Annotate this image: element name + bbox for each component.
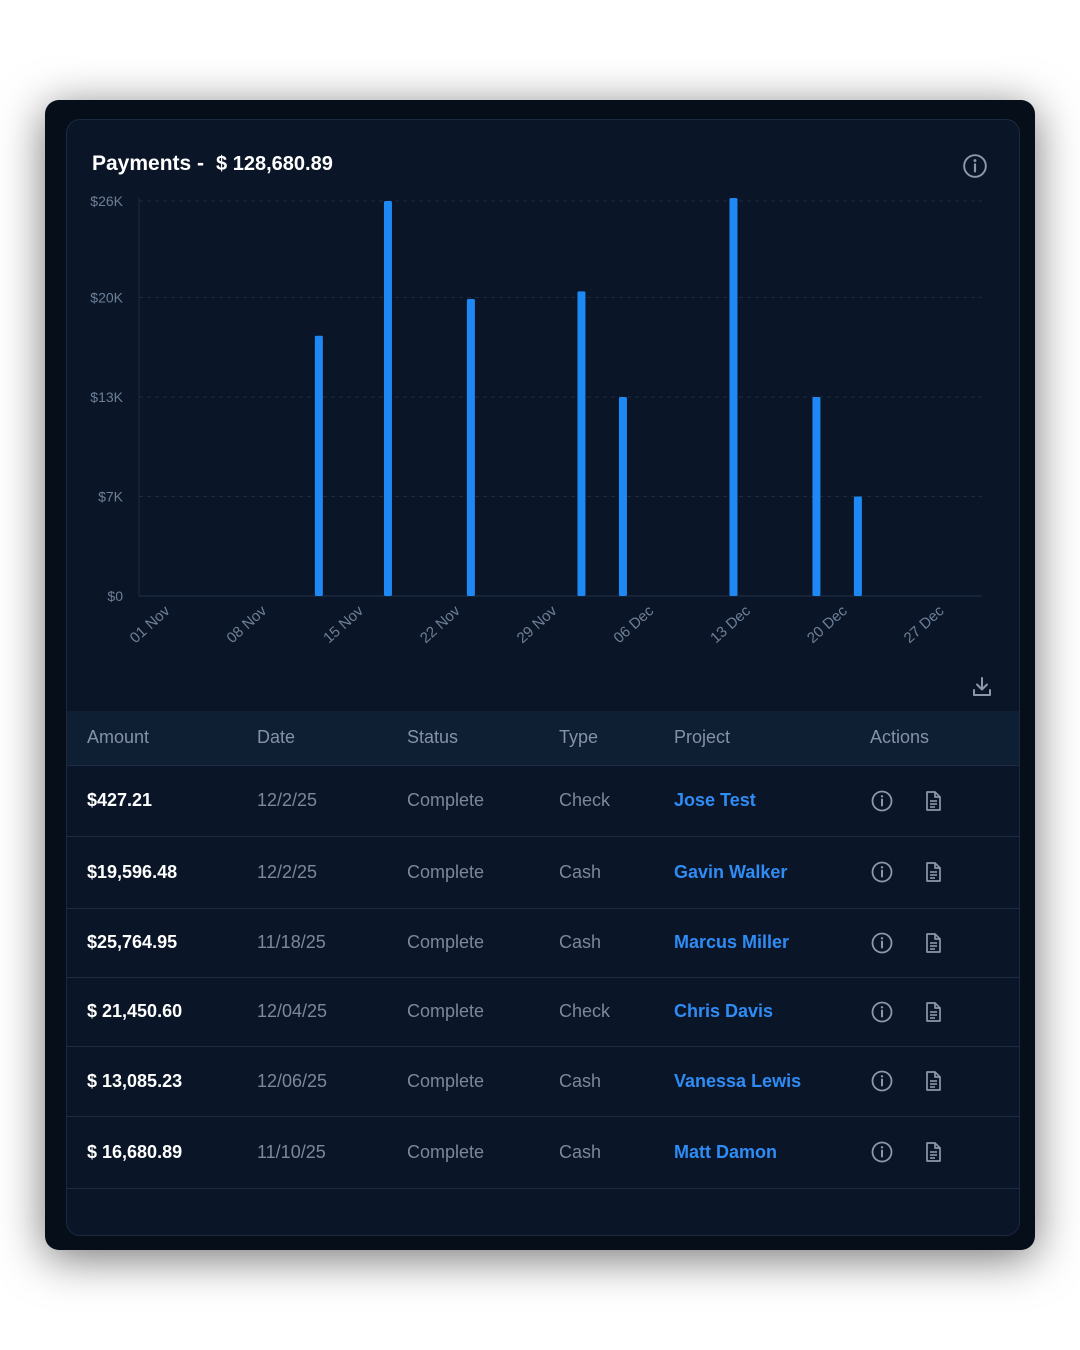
x-tick-label: 01 Nov — [127, 602, 174, 647]
x-tick-label: 29 Nov — [514, 602, 561, 647]
type-cell: Cash — [559, 1070, 602, 1091]
project-link[interactable]: Matt Damon — [674, 1141, 777, 1162]
status-cell: Complete — [407, 1141, 485, 1162]
info-circle-icon[interactable] — [870, 1000, 894, 1024]
status-cell: Complete — [407, 790, 485, 810]
y-tick-label: $0 — [107, 588, 123, 604]
column-header-amount[interactable]: Amount — [67, 711, 237, 766]
document-icon[interactable] — [921, 1140, 945, 1164]
chart-bar[interactable] — [618, 397, 627, 596]
y-tick-label: $26K — [90, 193, 123, 209]
date-cell: 12/2/25 — [257, 861, 318, 882]
amount-cell: $427.21 — [87, 790, 153, 810]
project-cell: Gavin Walker — [654, 836, 850, 908]
x-tick-label: 20 Dec — [804, 602, 851, 647]
actions-cell — [850, 1046, 1019, 1116]
y-tick-label: $7K — [98, 489, 124, 505]
document-icon[interactable] — [921, 1000, 945, 1024]
info-circle-icon[interactable] — [870, 1140, 894, 1164]
column-header-date[interactable]: Date — [237, 711, 387, 766]
document-icon[interactable] — [921, 931, 945, 955]
table-row[interactable]: $19,596.48 12/2/25 Complete Cash Gavin Walke… — [67, 836, 1019, 908]
type-cell: Cash — [559, 932, 602, 952]
amount-cell: $19,596.48 — [87, 861, 178, 882]
amount-cell: $25,764.95 — [87, 932, 178, 952]
status-cell: Complete — [407, 932, 485, 952]
project-link[interactable]: Jose Test — [674, 790, 756, 810]
chart-bar[interactable] — [383, 201, 392, 597]
payments-bar-chart: $0 $7K $13K $20K $26K 01 Nov 08 Nov 15 Nov 22 No… — [90, 193, 982, 647]
payments-title: Payments - — [92, 152, 205, 175]
info-circle-icon[interactable] — [870, 789, 894, 813]
date-cell: 11/10/25 — [257, 1141, 326, 1162]
project-cell: Matt Damon — [654, 1116, 850, 1188]
column-header-status[interactable]: Status — [387, 711, 539, 766]
actions-cell — [850, 908, 1019, 977]
payments-card: Payments - $ 128,680.89 $0 $7K $13K $20K $26… — [66, 119, 1020, 1236]
chart-bar[interactable] — [314, 335, 323, 596]
table-row[interactable]: $427.21 12/2/25 Complete Check Jose Test — [67, 765, 1019, 836]
card-header: Payments - $ 128,680.89 — [92, 148, 994, 180]
x-tick-label: 27 Dec — [901, 602, 948, 647]
date-cell: 12/2/25 — [257, 790, 318, 810]
amount-cell: $ 13,085.23 — [87, 1070, 183, 1091]
y-tick-label: $13K — [90, 389, 123, 405]
payments-table: Amount Date Status Type Project Actions … — [67, 711, 1019, 1189]
actions-cell — [850, 836, 1019, 908]
table-row[interactable]: $ 13,085.23 12/06/25 Complete Cash Vanessa L… — [67, 1046, 1019, 1116]
table-row[interactable]: $ 21,450.60 12/04/25 Complete Check Chris Da… — [67, 977, 1019, 1046]
document-icon[interactable] — [921, 1069, 945, 1093]
chart-bar[interactable] — [853, 496, 862, 597]
payments-total: $ 128,680.89 — [216, 152, 333, 175]
chart-bar[interactable] — [466, 299, 475, 596]
amount-cell: $ 21,450.60 — [87, 1001, 183, 1021]
project-link[interactable]: Chris Davis — [674, 1001, 774, 1021]
date-cell: 11/18/25 — [257, 932, 326, 952]
column-header-type[interactable]: Type — [539, 711, 654, 766]
table-header-row: Amount Date Status Type Project Actions — [67, 711, 1019, 766]
project-link[interactable]: Vanessa Lewis — [674, 1070, 802, 1091]
x-tick-label: 13 Dec — [707, 602, 754, 647]
download-icon[interactable] — [970, 675, 994, 699]
x-tick-label: 22 Nov — [417, 602, 464, 647]
chart-bar[interactable] — [577, 291, 586, 596]
document-icon[interactable] — [921, 860, 945, 884]
date-cell: 12/04/25 — [257, 1001, 328, 1021]
table-row[interactable]: $25,764.95 11/18/25 Complete Cash Marcus Mil… — [67, 908, 1019, 977]
project-cell: Jose Test — [654, 765, 850, 836]
actions-cell — [850, 1116, 1019, 1188]
status-cell: Complete — [407, 861, 485, 882]
info-circle-icon[interactable] — [870, 860, 894, 884]
chart-bar[interactable] — [812, 397, 821, 596]
project-link[interactable]: Gavin Walker — [674, 861, 788, 882]
x-tick-label: 06 Dec — [610, 602, 657, 647]
y-tick-label: $20K — [90, 290, 123, 306]
column-header-actions: Actions — [850, 711, 1019, 766]
app-frame: Payments - $ 128,680.89 $0 $7K $13K $20K $26… — [45, 100, 1035, 1250]
x-tick-label: 08 Nov — [223, 602, 270, 647]
info-circle-icon[interactable] — [870, 931, 894, 955]
type-cell: Cash — [559, 1141, 602, 1162]
status-cell: Complete — [407, 1070, 485, 1091]
actions-cell — [850, 765, 1019, 836]
actions-cell — [850, 977, 1019, 1046]
info-circle-icon[interactable] — [962, 153, 988, 179]
project-cell: Marcus Miller — [654, 908, 850, 977]
type-cell: Cash — [559, 861, 602, 882]
document-icon[interactable] — [921, 789, 945, 813]
x-tick-label: 15 Nov — [320, 602, 367, 647]
project-link[interactable]: Marcus Miller — [674, 932, 790, 952]
column-header-project[interactable]: Project — [654, 711, 850, 766]
info-circle-icon[interactable] — [870, 1069, 894, 1093]
status-cell: Complete — [407, 1001, 485, 1021]
chart-bar[interactable] — [729, 198, 738, 596]
type-cell: Check — [559, 1001, 611, 1021]
project-cell: Vanessa Lewis — [654, 1046, 850, 1116]
amount-cell: $ 16,680.89 — [87, 1141, 183, 1162]
project-cell: Chris Davis — [654, 977, 850, 1046]
table-row[interactable]: $ 16,680.89 11/10/25 Complete Cash Matt Damo… — [67, 1116, 1019, 1188]
type-cell: Check — [559, 790, 611, 810]
date-cell: 12/06/25 — [257, 1070, 328, 1091]
